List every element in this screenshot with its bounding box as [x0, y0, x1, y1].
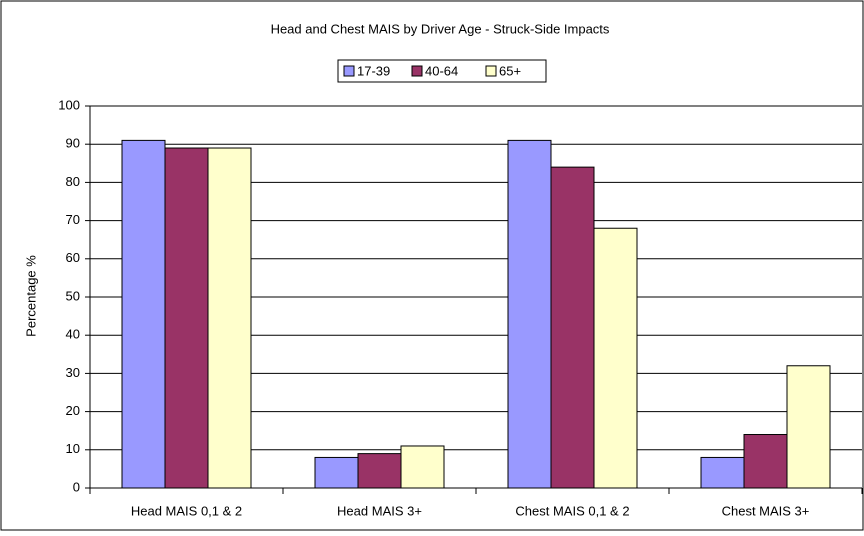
chart-title: Head and Chest MAIS by Driver Age - Stru…	[271, 21, 610, 36]
y-tick-label: 60	[66, 250, 80, 265]
bar	[593, 227, 638, 489]
y-axis-label: Percentage %	[23, 255, 38, 337]
y-tick-label: 70	[66, 212, 80, 227]
bar	[700, 456, 745, 489]
y-tick-label: 20	[66, 403, 80, 418]
bar	[400, 445, 445, 489]
y-tick-label: 100	[58, 97, 80, 112]
bar	[314, 456, 359, 489]
y-tick-label: 30	[66, 365, 80, 380]
legend-label: 65+	[499, 63, 521, 78]
bar	[164, 147, 209, 489]
legend-swatch	[343, 65, 355, 77]
bar	[786, 365, 831, 489]
y-tick-label: 80	[66, 174, 80, 189]
y-tick-label: 0	[73, 479, 80, 494]
bar	[121, 139, 166, 489]
y-tick-label: 10	[66, 441, 80, 456]
bar	[743, 434, 788, 489]
bar	[550, 166, 595, 489]
y-tick-label: 90	[66, 136, 80, 151]
bar	[207, 147, 252, 489]
x-tick-label: Head MAIS 0,1 & 2	[131, 503, 242, 518]
legend-label: 17-39	[357, 63, 390, 78]
legend-swatch	[411, 65, 423, 77]
bar	[357, 453, 402, 489]
x-tick-label: Head MAIS 3+	[337, 503, 422, 518]
y-tick-label: 40	[66, 327, 80, 342]
y-tick-label: 50	[66, 288, 80, 303]
legend-swatch	[485, 65, 497, 77]
x-tick-label: Chest MAIS 3+	[722, 503, 810, 518]
legend-label: 40-64	[425, 63, 458, 78]
bar	[507, 139, 552, 489]
x-tick-label: Chest MAIS 0,1 & 2	[515, 503, 629, 518]
